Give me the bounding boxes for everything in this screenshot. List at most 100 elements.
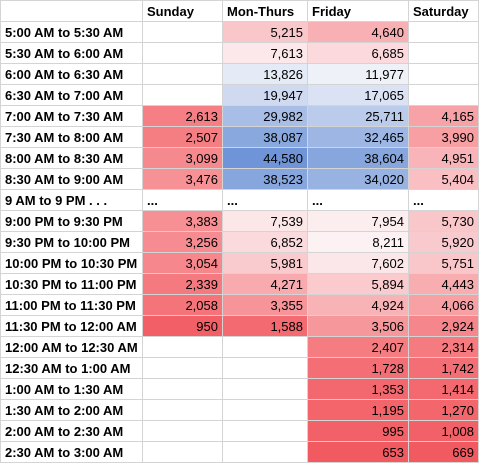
value-cell[interactable]: ... bbox=[222, 189, 308, 211]
value-cell[interactable] bbox=[142, 336, 223, 358]
time-slot-label[interactable]: 9:30 PM to 10:00 PM bbox=[0, 231, 143, 253]
header-sunday[interactable]: Sunday bbox=[142, 0, 223, 22]
value-cell[interactable]: 5,894 bbox=[307, 273, 409, 295]
value-cell[interactable]: ... bbox=[307, 189, 409, 211]
value-cell[interactable]: 5,920 bbox=[408, 231, 479, 253]
value-cell[interactable]: 1,742 bbox=[408, 357, 479, 379]
value-cell[interactable] bbox=[408, 21, 479, 43]
time-slot-label[interactable]: 12:30 AM to 1:00 AM bbox=[0, 357, 143, 379]
time-slot-label[interactable]: 8:00 AM to 8:30 AM bbox=[0, 147, 143, 169]
value-cell[interactable]: 2,314 bbox=[408, 336, 479, 358]
time-slot-label[interactable]: 7:30 AM to 8:00 AM bbox=[0, 126, 143, 148]
value-cell[interactable]: 3,383 bbox=[142, 210, 223, 232]
value-cell[interactable]: 3,355 bbox=[222, 294, 308, 316]
value-cell[interactable] bbox=[408, 84, 479, 106]
value-cell[interactable]: 2,507 bbox=[142, 126, 223, 148]
value-cell[interactable]: 7,602 bbox=[307, 252, 409, 274]
value-cell[interactable] bbox=[408, 42, 479, 64]
header-friday[interactable]: Friday bbox=[307, 0, 409, 22]
value-cell[interactable]: 4,271 bbox=[222, 273, 308, 295]
value-cell[interactable]: 38,087 bbox=[222, 126, 308, 148]
value-cell[interactable]: 3,476 bbox=[142, 168, 223, 190]
value-cell[interactable]: 2,339 bbox=[142, 273, 223, 295]
value-cell[interactable]: 1,588 bbox=[222, 315, 308, 337]
value-cell[interactable]: 5,981 bbox=[222, 252, 308, 274]
value-cell[interactable]: 3,506 bbox=[307, 315, 409, 337]
value-cell[interactable]: 25,711 bbox=[307, 105, 409, 127]
value-cell[interactable]: 5,404 bbox=[408, 168, 479, 190]
value-cell[interactable]: 6,852 bbox=[222, 231, 308, 253]
value-cell[interactable] bbox=[222, 420, 308, 442]
time-slot-label[interactable]: 12:00 AM to 12:30 AM bbox=[0, 336, 143, 358]
corner-cell[interactable] bbox=[0, 0, 143, 22]
value-cell[interactable] bbox=[142, 357, 223, 379]
value-cell[interactable]: 5,215 bbox=[222, 21, 308, 43]
value-cell[interactable]: 669 bbox=[408, 441, 479, 463]
time-slot-label[interactable]: 6:30 AM to 7:00 AM bbox=[0, 84, 143, 106]
time-slot-label[interactable]: 1:30 AM to 2:00 AM bbox=[0, 399, 143, 421]
time-slot-label[interactable]: 10:00 PM to 10:30 PM bbox=[0, 252, 143, 274]
value-cell[interactable]: ... bbox=[408, 189, 479, 211]
value-cell[interactable]: 4,066 bbox=[408, 294, 479, 316]
time-slot-label[interactable]: 10:30 PM to 11:00 PM bbox=[0, 273, 143, 295]
value-cell[interactable]: 2,924 bbox=[408, 315, 479, 337]
value-cell[interactable] bbox=[142, 399, 223, 421]
value-cell[interactable] bbox=[142, 42, 223, 64]
value-cell[interactable]: 11,977 bbox=[307, 63, 409, 85]
value-cell[interactable] bbox=[222, 441, 308, 463]
value-cell[interactable]: 13,826 bbox=[222, 63, 308, 85]
value-cell[interactable]: 2,407 bbox=[307, 336, 409, 358]
value-cell[interactable]: 19,947 bbox=[222, 84, 308, 106]
value-cell[interactable]: 1,728 bbox=[307, 357, 409, 379]
value-cell[interactable]: 2,613 bbox=[142, 105, 223, 127]
value-cell[interactable] bbox=[142, 441, 223, 463]
value-cell[interactable]: 44,580 bbox=[222, 147, 308, 169]
value-cell[interactable]: 653 bbox=[307, 441, 409, 463]
value-cell[interactable] bbox=[222, 336, 308, 358]
value-cell[interactable] bbox=[142, 420, 223, 442]
value-cell[interactable]: 1,008 bbox=[408, 420, 479, 442]
value-cell[interactable]: 1,353 bbox=[307, 378, 409, 400]
time-slot-label[interactable]: 7:00 AM to 7:30 AM bbox=[0, 105, 143, 127]
time-slot-label[interactable]: 8:30 AM to 9:00 AM bbox=[0, 168, 143, 190]
header-mon-thurs[interactable]: Mon-Thurs bbox=[222, 0, 308, 22]
value-cell[interactable]: 34,020 bbox=[307, 168, 409, 190]
value-cell[interactable]: 6,685 bbox=[307, 42, 409, 64]
value-cell[interactable]: 1,270 bbox=[408, 399, 479, 421]
time-slot-label[interactable]: 11:30 PM to 12:00 AM bbox=[0, 315, 143, 337]
value-cell[interactable]: 4,443 bbox=[408, 273, 479, 295]
time-slot-label[interactable]: 2:30 AM to 3:00 AM bbox=[0, 441, 143, 463]
value-cell[interactable] bbox=[142, 84, 223, 106]
value-cell[interactable]: 29,982 bbox=[222, 105, 308, 127]
value-cell[interactable]: 3,099 bbox=[142, 147, 223, 169]
value-cell[interactable]: 7,613 bbox=[222, 42, 308, 64]
header-saturday[interactable]: Saturday bbox=[408, 0, 479, 22]
time-slot-label[interactable]: 5:30 AM to 6:00 AM bbox=[0, 42, 143, 64]
value-cell[interactable] bbox=[222, 357, 308, 379]
value-cell[interactable]: 7,954 bbox=[307, 210, 409, 232]
value-cell[interactable]: 38,523 bbox=[222, 168, 308, 190]
value-cell[interactable]: 8,211 bbox=[307, 231, 409, 253]
time-slot-label[interactable]: 5:00 AM to 5:30 AM bbox=[0, 21, 143, 43]
value-cell[interactable]: 4,165 bbox=[408, 105, 479, 127]
time-slot-label[interactable]: 11:00 PM to 11:30 PM bbox=[0, 294, 143, 316]
value-cell[interactable] bbox=[142, 378, 223, 400]
value-cell[interactable]: 3,990 bbox=[408, 126, 479, 148]
value-cell[interactable]: 950 bbox=[142, 315, 223, 337]
value-cell[interactable] bbox=[142, 63, 223, 85]
value-cell[interactable] bbox=[142, 21, 223, 43]
value-cell[interactable] bbox=[222, 399, 308, 421]
value-cell[interactable]: 1,195 bbox=[307, 399, 409, 421]
time-slot-label[interactable]: 2:00 AM to 2:30 AM bbox=[0, 420, 143, 442]
value-cell[interactable]: 32,465 bbox=[307, 126, 409, 148]
value-cell[interactable]: 2,058 bbox=[142, 294, 223, 316]
time-slot-label[interactable]: 9 AM to 9 PM . . . bbox=[0, 189, 143, 211]
value-cell[interactable]: 17,065 bbox=[307, 84, 409, 106]
value-cell[interactable]: 3,256 bbox=[142, 231, 223, 253]
value-cell[interactable]: 4,924 bbox=[307, 294, 409, 316]
value-cell[interactable]: 5,751 bbox=[408, 252, 479, 274]
value-cell[interactable] bbox=[222, 378, 308, 400]
value-cell[interactable]: 4,951 bbox=[408, 147, 479, 169]
value-cell[interactable]: 995 bbox=[307, 420, 409, 442]
value-cell[interactable]: 7,539 bbox=[222, 210, 308, 232]
